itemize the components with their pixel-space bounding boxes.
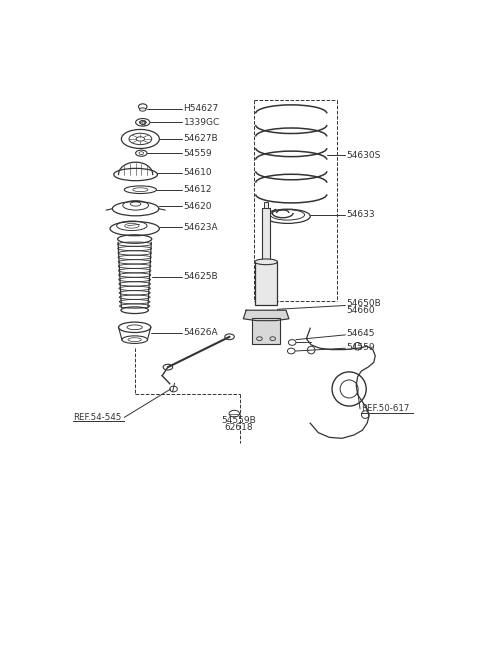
Text: 54633: 54633: [347, 210, 375, 219]
Ellipse shape: [139, 108, 146, 111]
Text: 1339GC: 1339GC: [183, 118, 220, 127]
Text: 54612: 54612: [183, 185, 212, 194]
Text: 54620: 54620: [183, 202, 212, 211]
Text: 54660: 54660: [347, 306, 375, 314]
Text: REF.54-545: REF.54-545: [73, 413, 121, 422]
FancyBboxPatch shape: [264, 202, 268, 208]
Text: 54626A: 54626A: [183, 329, 218, 338]
Text: 62618: 62618: [225, 423, 253, 432]
Text: 54630S: 54630S: [347, 151, 381, 160]
Text: 54610: 54610: [183, 168, 212, 177]
Text: 54559: 54559: [347, 343, 375, 352]
Text: 54623A: 54623A: [183, 223, 218, 232]
FancyBboxPatch shape: [262, 208, 270, 263]
Text: 54559: 54559: [183, 149, 212, 158]
Text: 54625B: 54625B: [183, 272, 218, 281]
Text: REF.50-617: REF.50-617: [361, 404, 409, 413]
FancyBboxPatch shape: [252, 318, 280, 344]
Text: 54559B: 54559B: [222, 416, 256, 425]
FancyBboxPatch shape: [255, 262, 277, 305]
Text: 54650B: 54650B: [347, 299, 382, 308]
Text: 54645: 54645: [347, 329, 375, 338]
Polygon shape: [243, 310, 289, 321]
Ellipse shape: [255, 259, 277, 265]
Text: H54627: H54627: [183, 104, 219, 113]
Text: 54627B: 54627B: [183, 135, 218, 144]
